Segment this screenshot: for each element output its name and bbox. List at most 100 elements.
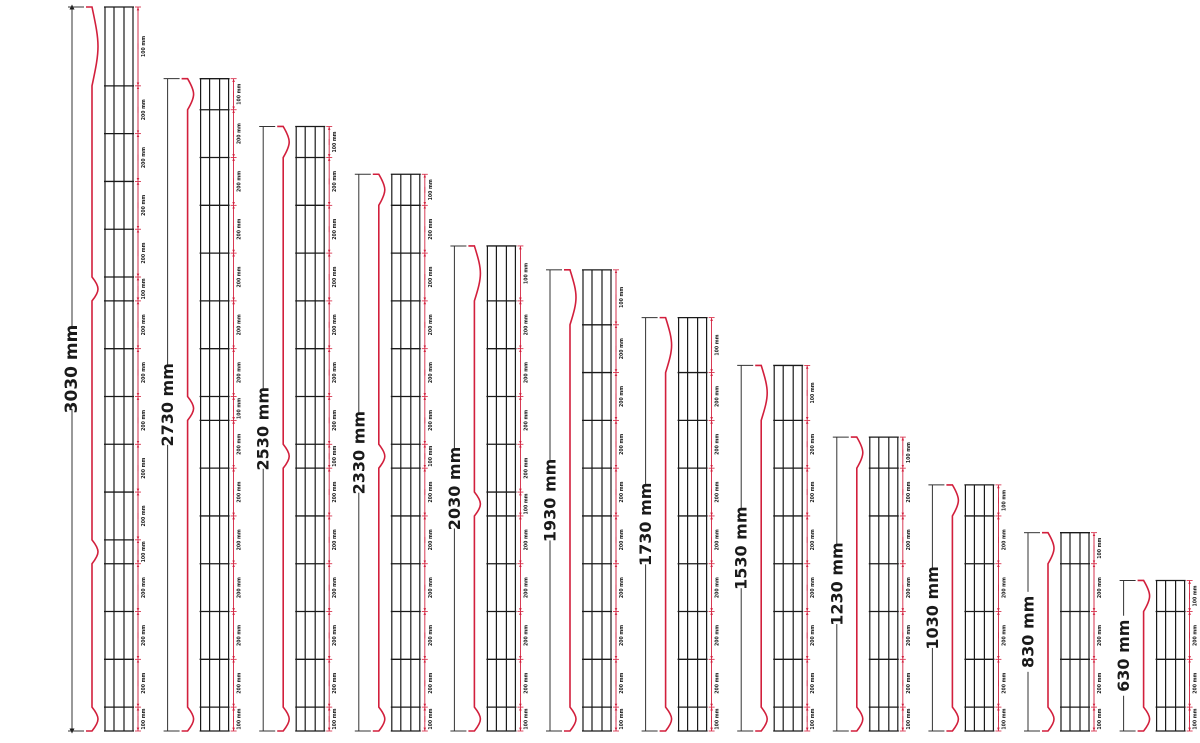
spacing-label: 100 mm [619, 708, 625, 729]
spacing-label: 200 mm [237, 529, 243, 550]
panel-height-label: 1530 mm [732, 506, 751, 589]
mesh-front-view [677, 316, 708, 732]
spacing-label: 200 mm [906, 577, 912, 598]
panel-3: 2530 mm 100 mm 200 mm 200 mm 200 mm 200 mm 200… [254, 125, 338, 732]
panel-height-label: 3030 mm [62, 325, 82, 414]
spacing-label: 200 mm [715, 673, 721, 694]
spacing-label: 200 mm [715, 434, 721, 455]
panel-height-label: 1030 mm [923, 566, 942, 649]
spacing-label: 200 mm [428, 266, 434, 287]
label-backing [254, 388, 273, 469]
panel-height-label: 2530 mm [254, 387, 273, 470]
spacing-label: 200 mm [141, 625, 147, 646]
spacing-label: 200 mm [619, 529, 625, 550]
spacing-label: 200 mm [237, 434, 243, 455]
spacing-label: 200 mm [523, 314, 529, 335]
panel-11: 830 mm 100 mm 200 mm 200 mm 200 mm 100 mm [1019, 531, 1103, 732]
spacing-label: 200 mm [332, 529, 338, 550]
spacing-label: 200 mm [332, 219, 338, 240]
spacing-annotations: 100 mm 200 mm 200 mm 200 mm 200 mm 200 mm 100 … [326, 126, 338, 732]
spacing-label: 200 mm [523, 625, 529, 646]
spacing-label: 200 mm [141, 410, 147, 431]
label-backing [732, 508, 751, 589]
spacing-label: 200 mm [523, 362, 529, 383]
panel-height-label: 630 mm [1114, 620, 1133, 692]
panel-height-label: 1730 mm [636, 483, 655, 566]
panel-height-label: 1230 mm [827, 542, 846, 625]
spacing-label: 100 mm [523, 708, 529, 729]
spacing-label: 200 mm [523, 529, 529, 550]
spacing-label: 200 mm [141, 673, 147, 694]
spacing-label: 200 mm [237, 481, 243, 502]
spacing-label: 200 mm [237, 123, 243, 144]
spacing-label: 200 mm [332, 314, 338, 335]
panel-profile-side-view [181, 77, 195, 732]
spacing-label: 100 mm [141, 541, 147, 562]
spacing-label: 200 mm [1001, 625, 1007, 646]
spacing-label: 200 mm [1097, 673, 1103, 694]
mesh-front-view [1155, 579, 1186, 732]
mesh-front-view [582, 269, 612, 732]
spacing-label: 200 mm [1001, 673, 1007, 694]
panel-profile-side-view [468, 245, 482, 732]
spacing-annotations: 100 mm 200 mm 200 mm 200 mm 200 mm 200 mm 200 … [708, 317, 721, 732]
spacing-label: 200 mm [715, 481, 721, 502]
spacing-label: 200 mm [810, 481, 816, 502]
spacing-label: 200 mm [332, 577, 338, 598]
spacing-label: 200 mm [428, 577, 434, 598]
spacing-label: 100 mm [1097, 708, 1103, 729]
panel-profile-side-view [946, 484, 960, 732]
spacing-label: 200 mm [237, 625, 243, 646]
spacing-label: 100 mm [237, 84, 243, 105]
spacing-label: 200 mm [332, 266, 338, 287]
spacing-label: 200 mm [619, 434, 625, 455]
spacing-label: 200 mm [1097, 625, 1103, 646]
spacing-label: 200 mm [906, 481, 912, 502]
spacing-label: 200 mm [810, 434, 816, 455]
panel-profile-side-view [1042, 531, 1055, 732]
spacing-label: 200 mm [141, 99, 147, 120]
spacing-label: 100 mm [332, 131, 338, 152]
spacing-label: 200 mm [523, 457, 529, 478]
spacing-label: 200 mm [141, 314, 147, 335]
spacing-label: 200 mm [237, 314, 243, 335]
spacing-label: 200 mm [237, 577, 243, 598]
spacing-annotations: 100 mm 200 mm 200 mm 200 mm 200 mm 100 mm 200 … [517, 245, 529, 732]
label-backing [636, 484, 655, 565]
panel-4: 2330 mm 100 mm 200 mm 200 mm 200 mm 200 mm 200… [349, 173, 434, 732]
spacing-label: 100 mm [237, 398, 243, 419]
spacing-label: 200 mm [619, 338, 625, 359]
spacing-label: 200 mm [141, 362, 147, 383]
spacing-label: 200 mm [523, 577, 529, 598]
label-backing [541, 460, 559, 541]
spacing-annotations: 100 mm 200 mm 200 mm 200 mm 200 mm 200 mm 200 … [230, 78, 243, 732]
spacing-label: 200 mm [619, 577, 625, 598]
label-backing [923, 567, 942, 648]
spacing-label: 200 mm [810, 577, 816, 598]
spacing-annotations: 100 mm 200 mm 200 mm 200 mm 200 mm 200 mm 100 … [899, 436, 912, 732]
spacing-label: 100 mm [906, 442, 912, 463]
spacing-label: 100 mm [428, 446, 434, 467]
spacing-label: 200 mm [906, 673, 912, 694]
spacing-label: 100 mm [237, 708, 243, 729]
spacing-label: 200 mm [1193, 625, 1199, 646]
spacing-label: 200 mm [619, 386, 625, 407]
spacing-label: 200 mm [428, 625, 434, 646]
spacing-label: 100 mm [715, 708, 721, 729]
panel-7: 1730 mm 100 mm 200 mm 200 mm 200 mm 200 mm 200… [636, 316, 721, 732]
spacing-label: 200 mm [141, 457, 147, 478]
panel-profile-side-view [86, 6, 99, 732]
spacing-label: 200 mm [715, 386, 721, 407]
spacing-label: 200 mm [619, 625, 625, 646]
panel-group: 3030 mm 100 mm 200 mm 200 mm 200 mm 100 mm 200… [62, 4, 1199, 734]
spacing-label: 100 mm [1001, 708, 1007, 729]
mesh-front-view [868, 436, 899, 732]
spacing-label: 100 mm [141, 708, 147, 729]
spacing-label: 200 mm [428, 314, 434, 335]
mesh-front-view [1060, 532, 1090, 732]
mesh-front-view [295, 125, 326, 732]
spacing-label: 100 mm [332, 446, 338, 467]
